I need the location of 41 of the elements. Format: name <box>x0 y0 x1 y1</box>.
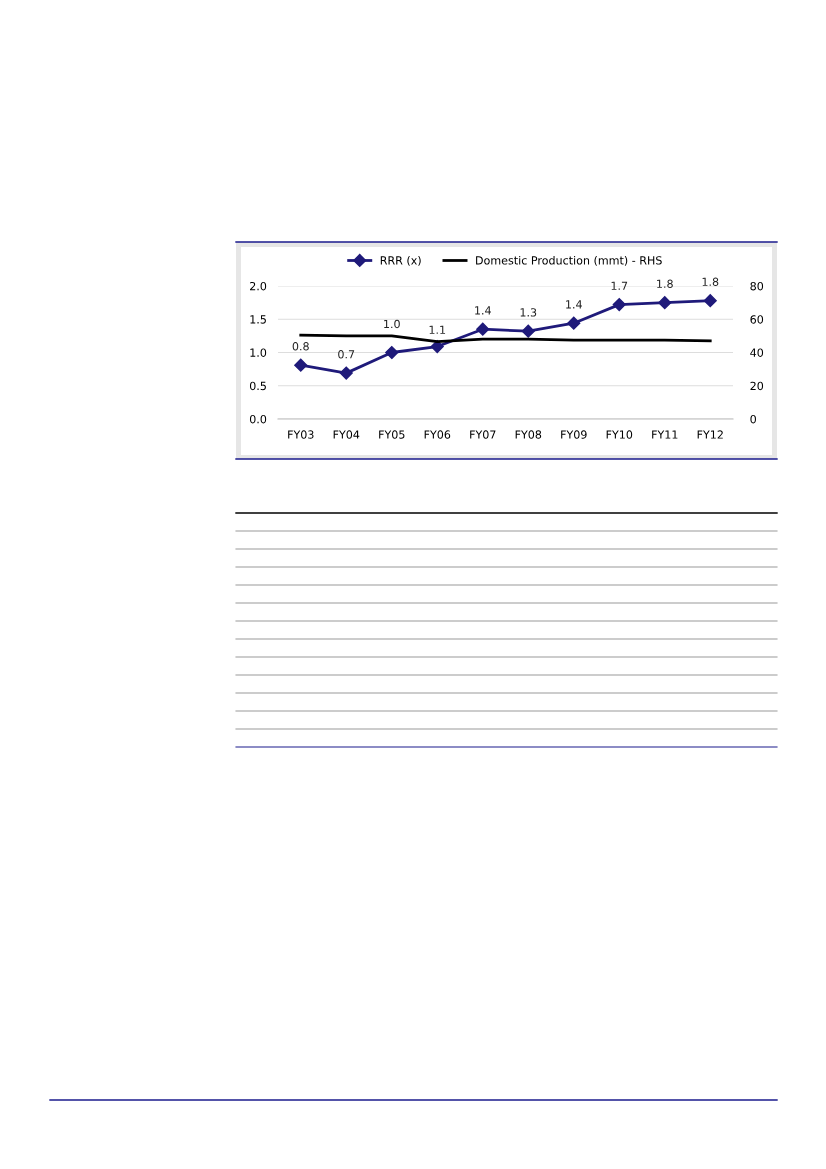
x-tick-label: FY12 <box>697 430 723 439</box>
y2-tick-label: 40 <box>750 348 764 357</box>
data-label: 1.8 <box>702 277 719 286</box>
point <box>658 296 672 310</box>
data-label: 1.4 <box>566 300 582 309</box>
data-label: 1.0 <box>384 319 400 329</box>
x-tick-label: FY03 <box>288 430 314 439</box>
x-tick-label: FY10 <box>606 430 633 439</box>
y2-tick-label: 60 <box>750 315 764 324</box>
data-label: 1.7 <box>611 281 628 290</box>
y2-tick-label: 20 <box>750 381 764 391</box>
legend-label: RRR (x) <box>380 255 421 266</box>
x-tick-label: FY05 <box>379 430 405 439</box>
data-label: 1.3 <box>520 308 537 317</box>
point <box>567 316 581 330</box>
data-label: 1.1 <box>429 325 446 334</box>
x-tick-label: FY11 <box>652 430 678 439</box>
x-tick-label: FY04 <box>333 430 360 439</box>
x-tick-label: FY09 <box>561 430 587 439</box>
point <box>385 345 399 360</box>
data-label: 1.8 <box>657 279 673 288</box>
point <box>294 358 308 372</box>
point <box>339 366 353 380</box>
x-tick-label: FY06 <box>424 430 451 439</box>
y2-tick-label: 0 <box>750 414 756 424</box>
data-label: 0.7 <box>338 350 355 359</box>
y2-tick-label: 80 <box>750 281 764 291</box>
y-tick-label: 0.0 <box>249 414 267 424</box>
y-tick-label: 1.5 <box>250 315 266 324</box>
x-tick-label: FY07 <box>470 430 496 439</box>
data-label: 1.4 <box>475 306 491 315</box>
y-tick-label: 0.5 <box>249 381 266 391</box>
data-label: 0.8 <box>292 342 309 351</box>
y-tick-label: 2.0 <box>250 281 267 291</box>
y-tick-label: 1.0 <box>250 348 267 357</box>
point <box>521 324 535 338</box>
point <box>476 322 490 336</box>
point <box>612 298 626 312</box>
x-tick-label: FY08 <box>515 430 542 439</box>
legend-label: Domestic Production (mmt) - RHS <box>476 255 662 266</box>
point <box>703 294 717 308</box>
